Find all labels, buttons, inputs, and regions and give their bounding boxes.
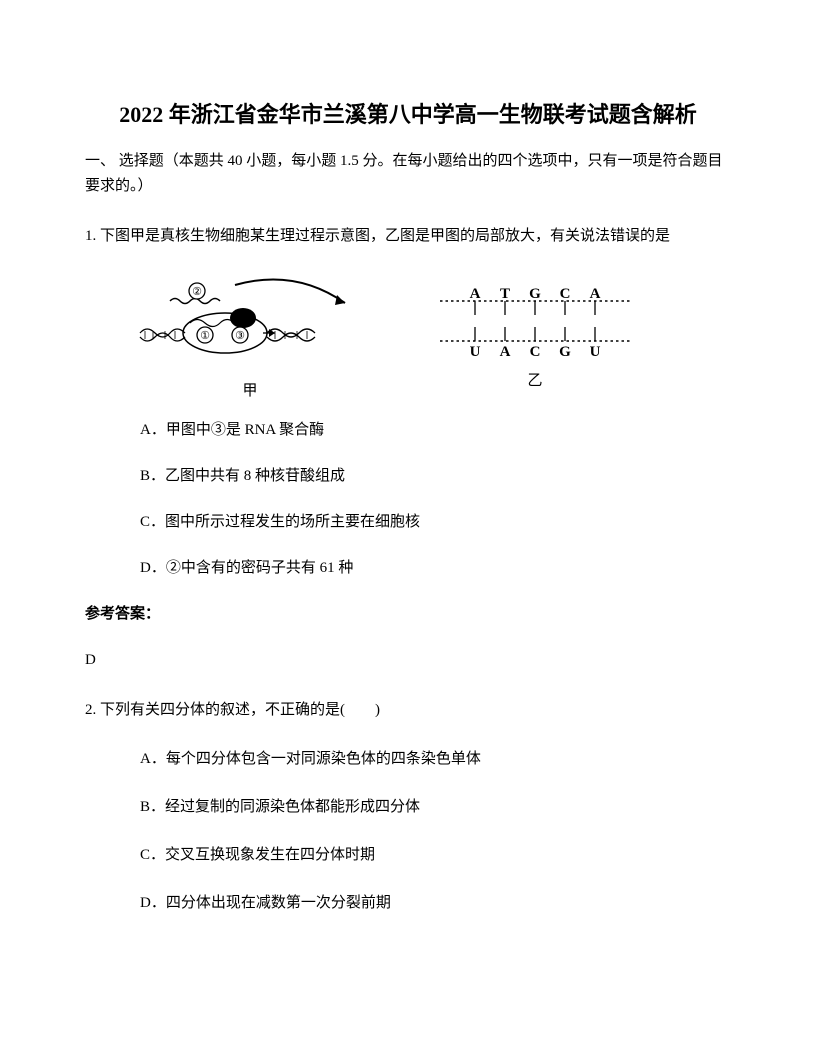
bottom-base-0: U <box>470 327 481 360</box>
q1-stem: 1. 下图甲是真核生物细胞某生理过程示意图，乙图是甲图的局部放大，有关说法错误的… <box>85 220 731 253</box>
diagram-yi-svg: A T G C A U <box>435 283 635 363</box>
q2-option-b: B．经过复制的同源染色体都能形成四分体 <box>140 795 731 819</box>
q1-answer: D <box>85 648 731 672</box>
q2-option-c: C．交叉互换现象发生在四分体时期 <box>140 843 731 867</box>
q1-option-d: D．②中含有的密码子共有 61 种 <box>140 556 731 580</box>
diagram-jia-label: 甲 <box>242 379 257 403</box>
q1-option-a: A．甲图中③是 RNA 聚合酶 <box>140 418 731 442</box>
section-heading: 一、 选择题（本题共 40 小题，每小题 1.5 分。在每小题给出的四个选项中，… <box>85 149 731 200</box>
q1-option-b: B．乙图中共有 8 种核苷酸组成 <box>140 464 731 488</box>
bottom-base-3: G <box>559 327 571 360</box>
q1-option-c: C．图中所示过程发生的场所主要在细胞核 <box>140 510 731 534</box>
q2-option-a: A．每个四分体包含一对同源染色体的四条染色单体 <box>140 747 731 771</box>
svg-text:G: G <box>529 286 541 302</box>
diagram-container: ② ① ③ <box>135 273 731 403</box>
svg-text:C: C <box>560 286 571 302</box>
svg-text:A: A <box>590 286 601 302</box>
top-base-1: T <box>500 286 510 315</box>
q1-answer-label: 参考答案： <box>85 602 731 626</box>
diagram-jia-block: ② ① ③ <box>135 273 365 403</box>
circle-3-text: ③ <box>235 330 245 342</box>
svg-text:A: A <box>500 344 511 360</box>
bottom-base-4: U <box>590 327 601 360</box>
svg-text:U: U <box>590 344 601 360</box>
bottom-base-2: C <box>530 327 541 360</box>
q2-stem: 2. 下列有关四分体的叙述，不正确的是( ) <box>85 694 731 727</box>
diagram-yi-label: 乙 <box>527 369 542 393</box>
svg-text:U: U <box>470 344 481 360</box>
top-base-4: A <box>590 286 601 315</box>
q2-option-d: D．四分体出现在减数第一次分裂前期 <box>140 891 731 915</box>
svg-text:C: C <box>530 344 541 360</box>
diagram-yi-block: A T G C A U <box>435 283 635 393</box>
svg-text:T: T <box>500 286 510 302</box>
svg-text:G: G <box>559 344 571 360</box>
circle-2-text: ② <box>192 286 202 298</box>
top-base-0: A <box>470 286 481 315</box>
diagram-jia-svg: ② ① ③ <box>135 273 365 373</box>
circle-1-text: ① <box>200 330 210 342</box>
bottom-base-1: A <box>500 327 511 360</box>
document-title: 2022 年浙江省金华市兰溪第八中学高一生物联考试题含解析 <box>85 100 731 131</box>
svg-text:A: A <box>470 286 481 302</box>
top-base-3: C <box>560 286 571 315</box>
top-base-2: G <box>529 286 541 315</box>
